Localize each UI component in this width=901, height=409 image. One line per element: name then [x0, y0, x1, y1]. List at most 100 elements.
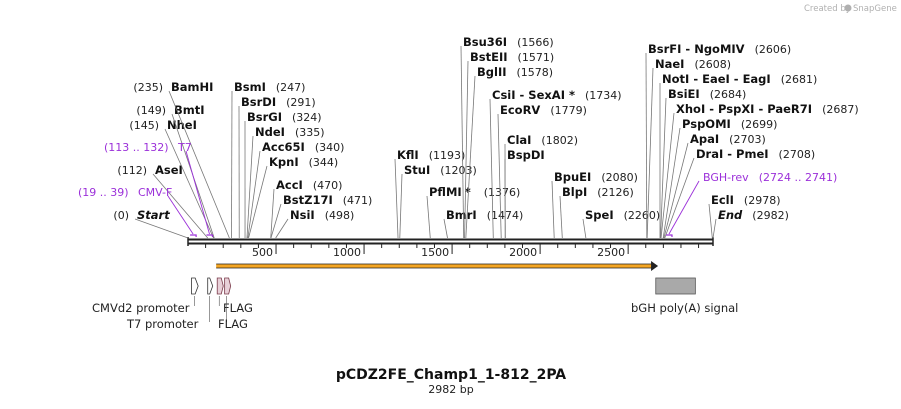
primer-range: (19 .. 39)	[78, 186, 129, 199]
cut-site-position: (1571)	[518, 51, 555, 64]
cut-site-name: BstEII	[470, 50, 508, 64]
orf-group	[216, 261, 658, 271]
cut-site-bmri: BmrI(1474)	[444, 208, 523, 238]
feature-cmvd2: CMVd2 promoter	[92, 278, 198, 315]
cut-site-name: EcoRV	[500, 103, 540, 117]
axis-tick-label: 2000	[509, 246, 537, 259]
primer-leader	[186, 151, 209, 234]
cut-site-position: (1734)	[585, 89, 622, 102]
cut-site-name: NsiI	[290, 208, 315, 222]
cut-site-position: (1802)	[541, 134, 578, 147]
cut-site-position: (0)	[113, 209, 129, 222]
cut-site-name: KflI	[397, 148, 419, 162]
cut-site-position: (471)	[343, 194, 373, 207]
credit-text: Created by	[804, 4, 851, 14]
tag-arrow	[225, 278, 231, 294]
primer-leader	[669, 181, 699, 234]
cut-site-name: BsrFI	[648, 42, 681, 56]
cut-site-name: NheI	[167, 118, 197, 132]
cut-site-name: BspDI	[507, 148, 545, 162]
orf-bar	[216, 264, 652, 268]
cut-site-name: BstZ17I	[283, 193, 333, 207]
primer-name: T7	[177, 141, 192, 154]
cut-site-name: BlpI	[562, 185, 587, 199]
cut-site-leader	[664, 143, 688, 238]
promoter-arrow	[208, 278, 213, 294]
cut-site-leader	[276, 219, 288, 238]
feature-label: FLAG	[223, 301, 253, 315]
cut-site-leader	[552, 181, 554, 238]
cut-site-position: (145)	[129, 119, 159, 132]
cut-site-position: (1376)	[484, 186, 521, 199]
cut-site-position: (235)	[133, 81, 163, 94]
cut-site-position: (1193)	[429, 149, 466, 162]
cut-site-position: (112)	[117, 164, 147, 177]
cut-site-end: End(2982)	[713, 208, 789, 238]
cut-site-position: (344)	[309, 156, 339, 169]
cut-site-position: (149)	[136, 104, 166, 117]
axis-tick-label: 500	[252, 246, 273, 259]
cut-site-leader	[709, 204, 712, 238]
cut-site-name: BsrGI	[247, 110, 282, 124]
primer-binding-mark	[190, 235, 196, 237]
polya-box	[656, 278, 696, 294]
cut-site-name: ClaI	[507, 133, 531, 147]
credit: Created by SnapGene	[804, 4, 897, 14]
cut-site-name: Acc65I	[262, 140, 305, 154]
cut-sites: (0)Start(112)AseI(145)NheI(149)BmtI(235)…	[113, 35, 858, 238]
cut-site-name: KpnI	[269, 155, 299, 169]
cut-site-leader	[249, 166, 267, 238]
cut-site-name: BmrI	[446, 208, 477, 222]
cut-site-name: PflMI	[429, 185, 462, 199]
cut-site-position: (498)	[325, 209, 355, 222]
backbone-group	[188, 237, 713, 246]
cut-site-position: (340)	[315, 141, 345, 154]
cut-site-name: XhoI	[676, 102, 705, 116]
cut-site-name: PspOMI	[682, 117, 731, 131]
map-title: pCDZ2FE_Champ1_1-812_2PA	[336, 367, 566, 383]
cut-site-name: BpuEI	[554, 170, 591, 184]
primer-range: (2724 .. 2741)	[759, 171, 838, 184]
cut-site-name: BsiEI	[668, 87, 700, 101]
feature-label: CMVd2 promoter	[92, 301, 190, 315]
cut-site-name: AccI	[276, 178, 303, 192]
feature-label: T7 promoter	[126, 317, 199, 331]
cut-site-leader	[713, 219, 716, 238]
cut-site-position: (1203)	[440, 164, 477, 177]
cut-site-position: (1578)	[517, 66, 554, 79]
cut-site-position: (2080)	[601, 171, 638, 184]
cut-site-extra-names: - PspXI - PaeR7I	[709, 102, 812, 116]
cut-site-leader	[400, 174, 402, 238]
cut-site-position: (2260)	[624, 209, 661, 222]
cut-site-name: CsiI	[492, 88, 516, 102]
promoter-arrow	[192, 278, 199, 294]
cut-site-bstz17i: BstZ17I (471)	[271, 193, 372, 238]
map-length: 2982 bp	[428, 383, 473, 396]
cut-site-position: (324)	[292, 111, 322, 124]
cut-site-name: NdeI	[255, 125, 285, 139]
axis-tick-label: 1500	[421, 246, 449, 259]
primer-binding-mark	[206, 235, 212, 237]
feature-label: FLAG	[218, 317, 248, 331]
cut-site-position: (2703)	[729, 133, 766, 146]
cut-site-position: (291)	[286, 96, 316, 109]
cut-site-leader	[231, 91, 232, 238]
cut-site-position: (2699)	[741, 118, 778, 131]
primer-range: (113 .. 132)	[104, 141, 169, 154]
cut-site-position: (2687)	[822, 103, 859, 116]
primer-name: BGH-rev	[703, 171, 749, 184]
cut-site-position: (1566)	[517, 36, 554, 49]
cut-site-name: DraI	[696, 147, 723, 161]
cut-site-extra-names: - EaeI - EagI	[693, 72, 770, 86]
primer-leader	[168, 196, 193, 234]
cut-site-extra-names: - SexAI *	[520, 88, 575, 102]
tag-arrow	[217, 278, 223, 294]
cut-site-position: (2126)	[597, 186, 634, 199]
orf-arrowhead	[651, 261, 658, 271]
cut-site-drai: DraI - PmeI(2708)	[665, 147, 815, 238]
cut-site-position: (2684)	[710, 88, 747, 101]
cut-site-extra-names: - PmeI	[727, 147, 768, 161]
